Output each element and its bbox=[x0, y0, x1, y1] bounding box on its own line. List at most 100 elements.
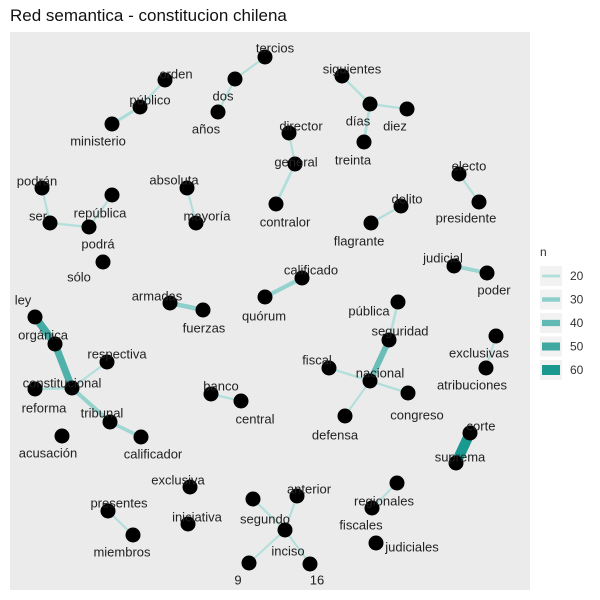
node-fuerzas bbox=[195, 302, 211, 318]
labels-layer: tercios dos años orden público ministerio sigu… bbox=[15, 40, 512, 587]
node-label-podran: podrán bbox=[17, 173, 57, 188]
node-central bbox=[233, 393, 249, 409]
node-anos bbox=[210, 104, 226, 120]
node-n16 bbox=[302, 556, 318, 572]
node-label-central: central bbox=[235, 411, 274, 426]
node-flagrante bbox=[363, 215, 379, 231]
node-director bbox=[281, 125, 297, 141]
node-solo bbox=[95, 254, 111, 270]
node-publica bbox=[390, 294, 406, 310]
node-treinta bbox=[356, 134, 372, 150]
node-label-defensa: defensa bbox=[312, 427, 359, 442]
node-inciso bbox=[277, 522, 293, 538]
node-label-corte: corte bbox=[467, 418, 496, 433]
node-label-dos: dos bbox=[213, 88, 234, 103]
node-label-segundo: segundo bbox=[240, 511, 290, 526]
node-label-suprema: suprema bbox=[435, 449, 486, 464]
node-label-reforma: reforma bbox=[22, 400, 68, 415]
node-armadas bbox=[162, 295, 178, 311]
node-label-ministerio: ministerio bbox=[70, 133, 126, 148]
node-label-inciso: inciso bbox=[271, 543, 304, 558]
node-label-calificado: calificado bbox=[284, 262, 338, 277]
node-n9 bbox=[241, 555, 257, 571]
node-label-director: director bbox=[279, 118, 323, 133]
node-miembros bbox=[125, 527, 141, 543]
legend-label-60: 60 bbox=[570, 363, 584, 377]
node-label-anos: años bbox=[192, 121, 221, 136]
node-label-atribuciones: atribuciones bbox=[437, 377, 508, 392]
legend-label-30: 30 bbox=[570, 293, 584, 307]
node-calificador bbox=[133, 429, 149, 445]
node-label-diez: diez bbox=[383, 118, 407, 133]
plot-panel bbox=[10, 32, 530, 590]
node-label-regionales: regionales bbox=[354, 493, 414, 508]
node-banco bbox=[203, 386, 219, 402]
legend-title: n bbox=[540, 245, 547, 259]
node-general bbox=[287, 156, 303, 172]
node-label-publica: pública bbox=[348, 303, 390, 318]
node-calificado bbox=[294, 270, 310, 286]
node-label-congreso: congreso bbox=[390, 407, 443, 422]
node-label-siguientes: siguientes bbox=[323, 61, 382, 76]
node-ley bbox=[27, 309, 43, 325]
node-orden bbox=[157, 72, 173, 88]
node-label-fiscales: fiscales bbox=[339, 517, 383, 532]
node-label-tercios: tercios bbox=[256, 40, 295, 55]
node-acusacion bbox=[54, 428, 70, 444]
node-label-judicial: judicial bbox=[422, 250, 463, 265]
node-dos bbox=[227, 71, 243, 87]
chart-title: Red semantica - constitucion chilena bbox=[10, 6, 287, 25]
node-label-delito: delito bbox=[391, 191, 422, 206]
node-label-poder: poder bbox=[477, 282, 511, 297]
node-segundo bbox=[245, 491, 261, 507]
node-organica bbox=[47, 336, 63, 352]
node-diez bbox=[399, 101, 415, 117]
node-label-publico: público bbox=[129, 92, 170, 107]
node-exclusivas bbox=[488, 328, 504, 344]
node-absoluta bbox=[179, 180, 195, 196]
node-label-nacional: nacional bbox=[356, 365, 405, 380]
node-tercios bbox=[257, 49, 273, 65]
node-defensa bbox=[337, 408, 353, 424]
node-iniciativa bbox=[180, 516, 196, 532]
legend-label-40: 40 bbox=[570, 316, 584, 330]
legend-label-50: 50 bbox=[570, 340, 584, 354]
node-judicial bbox=[446, 258, 462, 274]
edge-tribunal-constitucional bbox=[70, 386, 112, 424]
node-respectiva bbox=[99, 354, 115, 370]
node-delito bbox=[393, 198, 409, 214]
node-label-iniciativa: iniciativa bbox=[172, 509, 223, 524]
node-label-n9: 9 bbox=[234, 572, 241, 587]
node-congreso bbox=[400, 385, 416, 401]
legend: n 20 30 40 50 60 bbox=[540, 245, 584, 380]
node-fiscal bbox=[321, 360, 337, 376]
node-electo bbox=[451, 166, 467, 182]
node-siguientes bbox=[334, 68, 350, 84]
node-label-contralor: contralor bbox=[260, 214, 311, 229]
node-mayoria bbox=[188, 215, 204, 231]
node-atribuciones bbox=[478, 360, 494, 376]
node-label-mayoria: mayoría bbox=[184, 208, 232, 223]
node-tribunal bbox=[102, 414, 118, 430]
node-anterior bbox=[289, 488, 305, 504]
node-label-ley: ley bbox=[15, 292, 32, 307]
node-label-organica: orgánica bbox=[18, 327, 69, 342]
node-presentes bbox=[100, 503, 116, 519]
node-label-armadas: armadas bbox=[132, 288, 183, 303]
node-label-orden: orden bbox=[159, 66, 192, 81]
node-label-ser: ser bbox=[29, 208, 48, 223]
edge-organica-constitucional bbox=[51, 342, 76, 390]
node-label-absoluta: absoluta bbox=[149, 172, 199, 187]
node-label-podra: podrá bbox=[81, 236, 115, 251]
node-label-quorum: quórum bbox=[242, 308, 286, 323]
node-republica bbox=[104, 187, 120, 203]
node-label-miembros: miembros bbox=[93, 544, 151, 559]
node-label-judiciales: judiciales bbox=[384, 539, 439, 554]
node-reforma bbox=[27, 381, 43, 397]
node-label-solo: sólo bbox=[67, 269, 91, 284]
node-label-electo: electo bbox=[452, 158, 487, 173]
node-publico bbox=[132, 99, 148, 115]
node-label-flagrante: flagrante bbox=[334, 233, 385, 248]
node-label-respectiva: respectiva bbox=[87, 346, 147, 361]
